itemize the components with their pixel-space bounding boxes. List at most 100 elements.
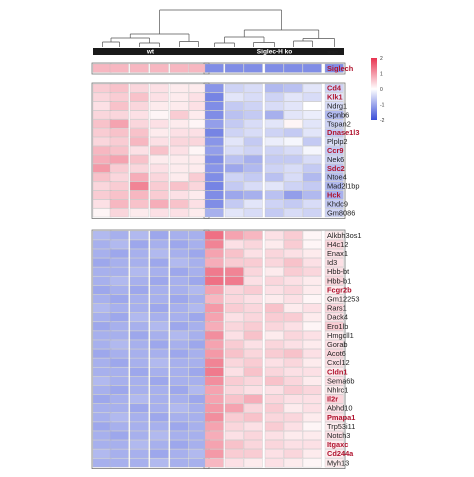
heatmap-cell [169,412,189,422]
gene-label: Sdc2 [327,164,345,173]
heatmap-cell [188,303,208,313]
heatmap-cell [129,199,149,209]
heatmap-cell [224,137,244,146]
heatmap-cell [129,431,149,440]
heatmap-cell [283,412,303,422]
heatmap-cell [264,128,284,138]
heatmap-cell [302,376,322,386]
heatmap-cell [188,285,208,295]
heatmap-cell [169,155,189,164]
heatmap-cell [92,190,112,200]
gene-label: Nhlrc1 [327,386,348,395]
heatmap-cell [224,440,244,450]
heatmap-cell [109,172,129,182]
heatmap-cell [92,340,112,349]
heatmap-cell [204,312,224,322]
heatmap-cell [129,146,149,155]
heatmap-cell [283,137,303,146]
heatmap-cell [169,449,189,459]
heatmap-cell [224,258,244,268]
heatmap-cell [302,230,322,240]
heatmap-cell [264,172,284,182]
gene-label: Ntoe4 [327,173,347,182]
heatmap-cell [324,181,344,191]
heatmap-cell [129,376,149,386]
heatmap-cell [243,128,263,138]
heatmap-cell [243,155,263,164]
heatmap-cell [109,190,129,200]
heatmap-cell [169,321,189,331]
heatmap-cell [109,358,129,368]
heatmap-cell [188,137,208,146]
heatmap-cell [324,155,344,164]
heatmap-cell [188,83,208,93]
group-bar [93,48,208,55]
heatmap-cell [224,249,244,258]
heatmap-cell [129,258,149,268]
heatmap-cell [109,163,129,173]
heatmap-cell [224,163,244,173]
heatmap-cell [302,172,322,182]
heatmap-cell [224,312,244,322]
heatmap-cell [109,440,129,450]
heatmap-cell [224,330,244,340]
heatmap-cell [324,330,344,340]
gene-label: Gm12253 [327,295,359,304]
heatmap-cell [149,431,169,440]
heatmap-cell [302,155,322,164]
heatmap-cell [324,421,344,431]
heatmap-cell [204,110,224,120]
heatmap-cell [324,258,344,268]
heatmap-cell [92,172,112,182]
heatmap-cell [204,358,224,368]
heatmap-cell [149,230,169,240]
heatmap-cell [302,146,322,155]
heatmap-cell [264,249,284,258]
heatmap-cell [324,440,344,450]
heatmap-cell [188,258,208,268]
heatmap-cell [224,239,244,249]
heatmap-cell [149,449,169,459]
heatmap-cell [109,155,129,164]
heatmap-cell [224,303,244,313]
heatmap-cell [243,208,263,218]
heatmap-cell [129,340,149,349]
heatmap-cell [169,146,189,155]
heatmap-cell [283,92,303,102]
heatmap-cell [264,137,284,146]
heatmap-cell [109,403,129,413]
heatmap-cell [283,276,303,286]
heatmap-cell [129,321,149,331]
heatmap-cell [243,312,263,322]
heatmap-cell [264,239,284,249]
heatmap-cell [302,321,322,331]
heatmap-cell [324,358,344,368]
heatmap-cell [188,431,208,440]
heatmap-cell [283,63,303,73]
heatmap-cell [243,92,263,102]
heatmap-grid [91,62,346,470]
heatmap-cell [224,101,244,111]
heatmap-cell [283,349,303,359]
heatmap-cell [302,412,322,422]
heatmap-cell [109,294,129,304]
heatmap-cell [224,199,244,209]
heatmap-cell [204,119,224,129]
heatmap-cell [204,421,224,431]
heatmap-cell [324,199,344,209]
gene-label: H4c12 [327,240,348,249]
heatmap-cell [324,92,344,102]
heatmap-cell [92,119,112,129]
heatmap-cell [129,101,149,111]
heatmap-cell [92,258,112,268]
heatmap-cell [169,385,189,395]
heatmap-cell [92,312,112,322]
heatmap-cell [149,208,169,218]
heatmap-cell [109,340,129,349]
heatmap-cell [243,230,263,240]
heatmap-cell [169,230,189,240]
heatmap-cell [204,146,224,155]
heatmap-cell [92,101,112,111]
heatmap-cell [324,303,344,313]
heatmap-cell [149,239,169,249]
